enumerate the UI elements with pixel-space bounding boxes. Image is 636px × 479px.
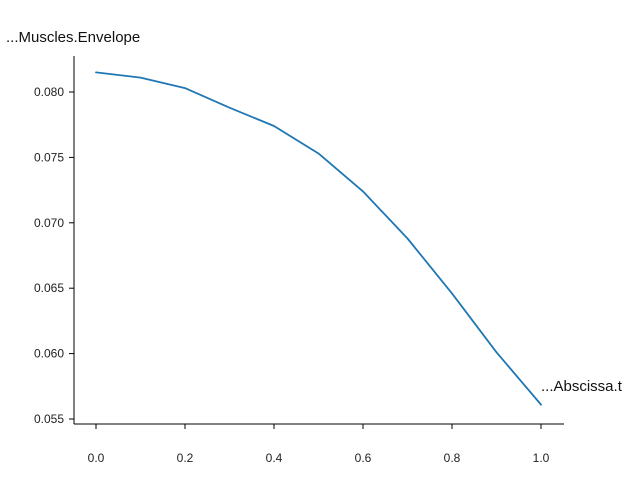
x-tick-label: 0.2 <box>177 451 194 465</box>
x-axis-title: ...Abscissa.t <box>541 378 623 395</box>
y-tick-label: 0.065 <box>34 281 64 295</box>
y-tick-label: 0.075 <box>34 150 64 164</box>
x-tick-label: 0.0 <box>88 451 105 465</box>
series-line <box>95 71 542 406</box>
axes <box>73 56 564 425</box>
x-tick-label: 0.6 <box>355 451 372 465</box>
y-axis-title: ...Muscles.Envelope <box>6 29 140 46</box>
x-tick-label: 0.8 <box>444 451 461 465</box>
x-tick-label: 0.4 <box>266 451 283 465</box>
y-tick-label: 0.080 <box>34 85 64 99</box>
y-tick-label: 0.070 <box>34 216 64 230</box>
x-tick-label: 1.0 <box>533 451 550 465</box>
ticks: 0.0 0.2 0.4 0.6 0.8 1.0 0.055 0.060 0.065 0.070 0.… <box>34 85 550 465</box>
y-tick-label: 0.055 <box>34 412 64 426</box>
y-tick-label: 0.060 <box>34 347 64 361</box>
series <box>95 71 542 406</box>
